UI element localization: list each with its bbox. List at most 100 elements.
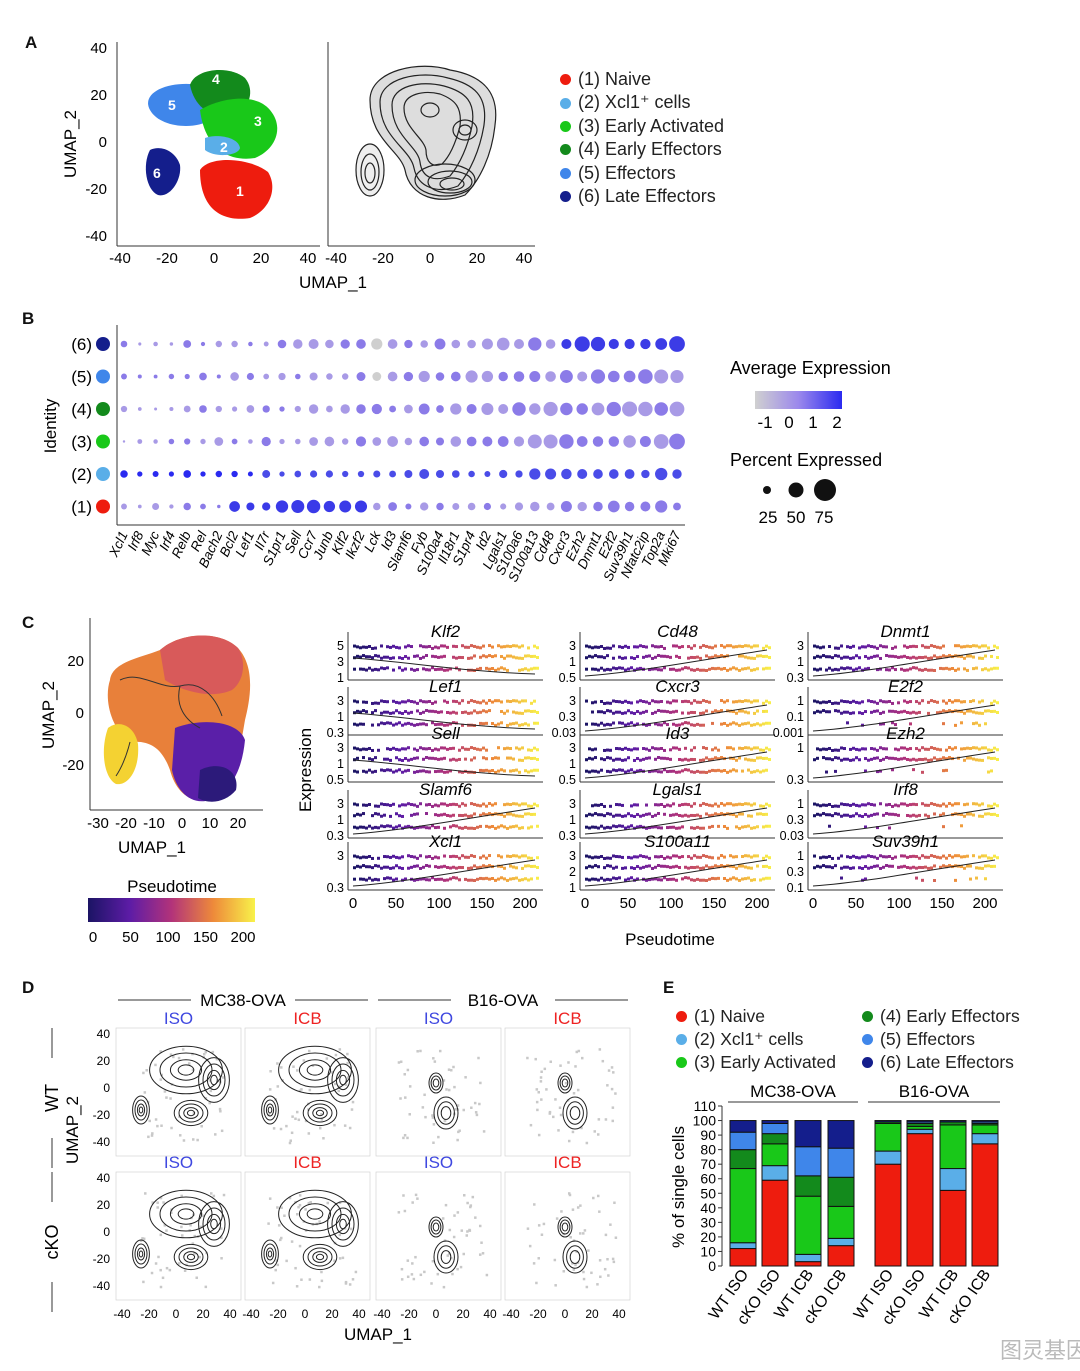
b-dot [183,502,191,511]
pct-dot-75 [814,479,836,501]
b-dot [450,371,461,382]
b-dot [294,405,301,413]
b-dot [184,438,191,445]
b-dot [484,471,491,477]
d-row-label: WT [42,1084,62,1112]
b-dot [529,403,541,415]
cluster-number-1: 1 [236,183,244,199]
b-dot [434,338,446,350]
b-dot [261,436,271,447]
b-dot [200,438,206,445]
b-dot [655,500,668,513]
legend-swatch [560,144,571,156]
b-dot [482,436,493,447]
c-umap-x-tick: 0 [178,815,186,832]
gene-plot: Cd48 3 1 0.5 [559,622,775,685]
b-dot [639,435,651,448]
b-dot [497,436,509,447]
c-umap-x-tick: 20 [230,815,247,832]
gene-plot: S100a11 3 2 10 50 100 150 200 [569,832,775,912]
gene-title: E2f2 [888,677,924,696]
b-dot [574,336,590,352]
b-dot [326,373,333,380]
e-y-tick: 20 [700,1229,716,1245]
b-dot [640,501,651,512]
d-x-tick: -20 [269,1307,287,1321]
e-legend-label: (6) Late Effectors [880,1052,1014,1072]
gene-plot: Lef1 3 1 0.3 [327,677,543,740]
pct-tick: 25 [759,508,778,527]
b-gene-label: Id3 [378,528,400,552]
e-bar-segment [794,1195,822,1255]
gene-y-tick: 0.3 [327,881,344,895]
b-dot [137,439,143,444]
gene-y-tick: 1 [337,710,344,724]
b-dot [310,470,318,478]
cluster-1-blob [200,160,273,219]
b-dot [591,402,605,416]
b-dot [184,373,190,380]
c-umap-cells [103,635,251,802]
e-legend-swatch [676,1057,687,1068]
b-dot [669,433,685,450]
b-dot [576,436,588,447]
d-x-tick: -40 [113,1307,131,1321]
b-dot [325,470,334,478]
b-dot [323,500,336,513]
b-dot [669,401,685,417]
gene-y-tick: 0.3 [787,813,804,827]
b-dot [262,470,271,478]
c-umap-xlabel: UMAP_1 [118,838,186,857]
gene-title: Lef1 [429,677,462,696]
e-bar-segment [971,1143,999,1267]
b-dot [481,402,494,416]
b-dot [546,502,555,511]
gene-plot: Sell 3 1 0.5 [327,724,543,787]
e-y-tick: 60 [700,1171,716,1187]
d-ylabel: UMAP_2 [63,1096,82,1164]
b-gene-label: Il7r [251,528,273,552]
b-dot [137,407,142,411]
b-dot [308,338,319,350]
b-dot [559,370,573,383]
e-bar-segment [971,1120,999,1123]
b-dot [655,338,668,350]
b-dot [577,371,588,382]
b-dot [543,401,558,417]
b-dot [545,468,557,480]
e-y-tick: 110 [694,1098,717,1114]
d-y-tick: -20 [93,1108,111,1122]
b-dot [246,372,254,381]
b-row-swatch [96,467,110,481]
c-umap-y-tick: 20 [67,653,84,670]
b-dot [341,373,349,380]
b-dot [169,406,174,412]
b-dot [530,501,540,512]
d-x-tick: 0 [433,1307,440,1321]
b-dot [593,501,603,512]
b-dot [215,405,222,413]
gene-y-tick: 3 [337,797,344,811]
e-bar-segment [729,1242,757,1250]
e-bar-segment [729,1168,757,1244]
gene-y-tick: 3 [569,849,576,863]
avg-expr-ticks: -1 0 1 2 [757,413,841,432]
pct-dot-25 [763,486,771,494]
b-dot [529,468,541,480]
gene-y-tick: 3 [569,797,576,811]
legend-item: (6) Late Effectors [560,185,724,208]
gene-x-tick: 200 [744,895,769,912]
b-dot [294,470,302,478]
b-dot [137,471,143,477]
b-dot [153,374,158,379]
b-dot [371,403,382,415]
b-dot [638,401,653,417]
b-dot [624,338,635,350]
gene-x-tick: 150 [929,895,954,912]
d-treatment-label: ICB [293,1153,321,1172]
b-dot [215,470,223,478]
gene-plot: Ezh2 1 0.3 [787,724,1003,787]
b-dot [499,469,508,479]
pct-tick: 75 [815,508,834,527]
